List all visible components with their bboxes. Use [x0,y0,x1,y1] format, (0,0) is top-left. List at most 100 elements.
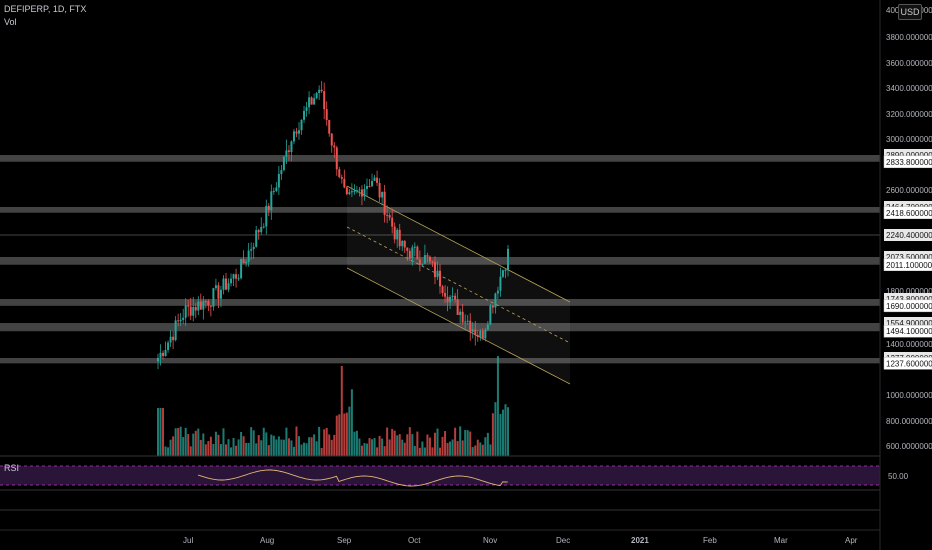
volume-bar [212,443,215,456]
volume-bar [202,433,205,456]
volume-bar [333,434,336,456]
candle-body [436,270,439,278]
volume-bar [189,446,192,456]
volume-legend: Vol [4,17,17,27]
volume-bar [418,447,421,456]
currency-button[interactable]: USD [898,4,922,20]
candle-body [237,278,240,280]
volume-bar [383,446,386,456]
candle-body [207,301,210,306]
candle-body [192,307,195,316]
volume-bar [355,430,358,456]
volume-bar [484,437,487,456]
volume-bar [403,442,406,456]
candle-body [416,246,419,260]
candle-body [280,170,283,175]
candle-body [441,286,444,293]
volume-bar [479,442,482,456]
candle-body [305,107,308,111]
candle-body [310,97,313,105]
volume-bar [167,447,170,456]
zone-5 [0,358,880,364]
volume-bar [423,447,426,456]
volume-bar [378,435,381,456]
volume-bar [282,439,285,456]
descending-channel[interactable] [346,185,571,385]
volume-bar [413,445,416,456]
candle-body [265,205,268,227]
candle-body [355,190,358,192]
volume-bar [416,431,419,456]
time-axis[interactable]: Jul Aug Sep Oct Nov Dec 2021 Feb Mar Apr [0,529,880,545]
volume-bar [406,434,409,456]
volume-bar [240,431,243,456]
volume-bar [230,447,233,456]
candle-body [340,177,343,179]
candle-body [227,283,230,290]
candle-body [270,191,273,211]
candle-body [222,278,225,290]
volume-bar [247,442,250,456]
candle-body [386,214,389,216]
volume-bar [391,428,394,456]
candle-body [162,352,165,356]
candle-body [491,305,494,308]
symbol-title: DEFIPERP, 1D, FTX [4,4,87,14]
rsi-legend: RSI [4,463,20,473]
volume-bar [469,431,472,456]
rsi-pane [0,455,880,511]
volume-bar [303,442,306,456]
candle-body [199,301,202,310]
volume-bar [217,434,220,456]
candle-body [335,147,338,170]
candle-body [471,329,474,332]
candle-body [360,189,363,197]
candle-body [486,324,489,330]
candle-body [406,247,409,251]
volume-bar [459,426,462,456]
volume-bar [441,436,444,456]
volume-bar [373,438,376,456]
volume-bar [464,430,467,456]
volume-bar [340,366,343,456]
volume-bar [401,439,404,456]
candle-body [245,261,248,264]
volume-bar [285,427,288,456]
price-label: 2890.00000000 [886,151,932,160]
volume-bar [491,413,494,456]
volume-bar [209,436,212,456]
volume-bar [393,430,396,456]
candle-body [285,150,288,157]
candle-body [187,305,190,307]
time-label: Feb [703,536,717,545]
price-label: 1237.60000000 [886,359,932,368]
candle-body [504,269,507,271]
volume-bar [507,407,509,456]
candle-body [396,229,399,240]
candle-body [267,205,270,211]
time-label: 2021 [631,536,649,545]
price-label: 2011.10000000 [886,261,932,270]
volume-bar [381,438,384,456]
time-label: Jul [183,536,193,545]
candle-body [446,296,449,303]
time-label: Dec [556,536,570,545]
candle-body [214,285,217,289]
candle-body [298,130,301,134]
price-tick: 3000.00000000 [886,135,932,144]
candle-body [202,301,205,310]
price-label: 2073.50000000 [886,253,932,262]
rsi-level-label: 50.00 [888,472,909,481]
volume-bar [499,413,502,456]
volume-bar [298,436,301,456]
price-axis[interactable]: 4000.000000003800.000000003600.000000003… [879,0,932,550]
zone-3 [0,299,880,306]
zone-4 [0,323,880,332]
candle-body [456,299,459,315]
candle-body [507,248,509,270]
volume-bar [486,432,489,456]
volume-bar [320,447,323,456]
candle-body [484,329,487,339]
candle-body [330,133,333,146]
